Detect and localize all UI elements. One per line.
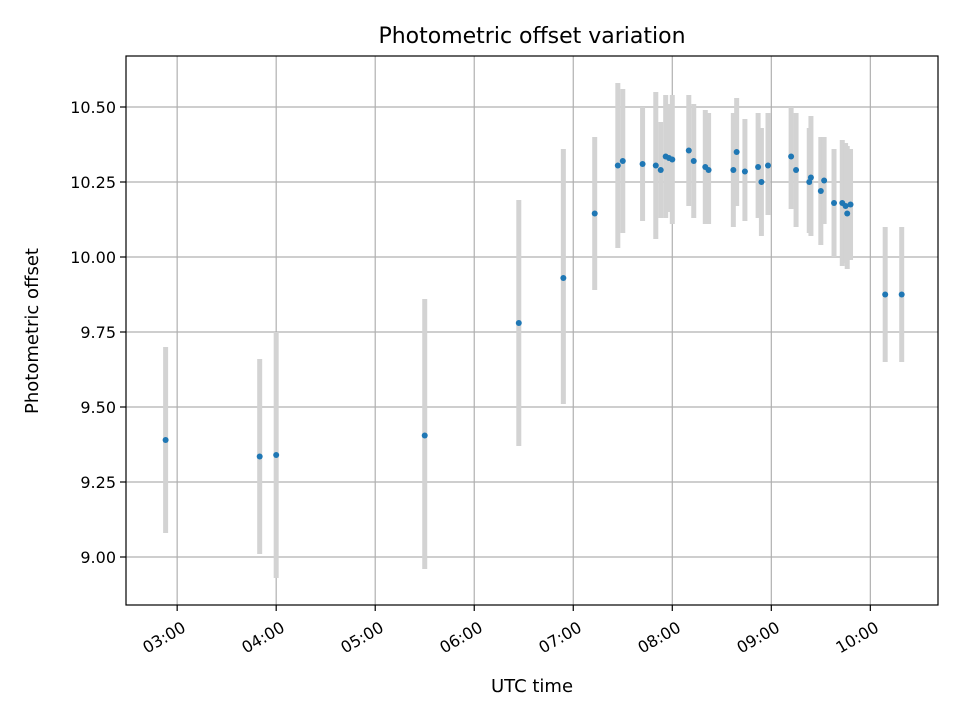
data-point: [788, 153, 795, 160]
data-point: [705, 167, 712, 173]
x-tick-label: 03:00: [139, 618, 188, 658]
data-point: [273, 452, 280, 458]
x-tick-label: 07:00: [535, 618, 584, 658]
data-point: [560, 275, 567, 281]
y-tick-label: 9.75: [80, 323, 116, 342]
x-tick-label: 06:00: [436, 618, 485, 658]
y-tick-label: 9.00: [80, 548, 116, 567]
data-point: [793, 167, 800, 173]
data-point: [256, 453, 263, 460]
data-point: [619, 158, 626, 164]
data-point: [421, 432, 428, 439]
data-point: [515, 320, 522, 326]
data-point: [755, 164, 762, 170]
data-point: [669, 156, 676, 163]
data-point: [898, 291, 905, 298]
x-tick-label: 05:00: [337, 618, 386, 658]
x-axis-label: UTC time: [491, 676, 573, 697]
data-point: [807, 174, 814, 181]
data-point: [730, 167, 737, 173]
x-tick-label: 08:00: [634, 618, 683, 658]
data-point: [591, 210, 598, 217]
y-tick-label: 9.25: [80, 473, 116, 492]
data-point: [844, 210, 851, 217]
data-point: [765, 162, 772, 169]
y-tick-label: 10.25: [70, 173, 116, 192]
y-axis: 9.00 9.25 9.50 9.75 10.00 10.25 10.50: [70, 98, 126, 567]
y-tick-label: 10.00: [70, 248, 116, 267]
data-point: [162, 437, 169, 443]
data-point: [817, 188, 824, 194]
y-tick-label: 9.50: [80, 398, 116, 417]
data-point: [831, 200, 838, 206]
data-point: [614, 162, 621, 169]
data-point: [758, 179, 765, 185]
data-point: [685, 147, 692, 154]
data-point: [806, 179, 813, 185]
data-points: [162, 147, 905, 460]
data-point: [639, 161, 646, 167]
data-point: [847, 201, 854, 208]
grid: [126, 56, 938, 605]
chart-title: Photometric offset variation: [378, 24, 685, 49]
data-point: [741, 168, 748, 175]
y-tick-label: 10.50: [70, 98, 116, 117]
x-tick-label: 10:00: [833, 618, 882, 658]
data-point: [882, 291, 889, 298]
x-axis: 03:00 04:00 05:00 06:00 07:00 08:00 09:00 10:00: [139, 605, 882, 657]
data-point: [657, 167, 664, 173]
data-point: [821, 177, 828, 184]
x-tick-label: 04:00: [238, 618, 287, 658]
data-point: [652, 162, 659, 169]
y-axis-label: Photometric offset: [22, 248, 43, 414]
x-tick-label: 09:00: [733, 618, 782, 658]
data-point: [842, 203, 849, 209]
data-point: [733, 149, 740, 155]
data-point: [690, 158, 697, 164]
plot-frame: [125, 55, 939, 606]
